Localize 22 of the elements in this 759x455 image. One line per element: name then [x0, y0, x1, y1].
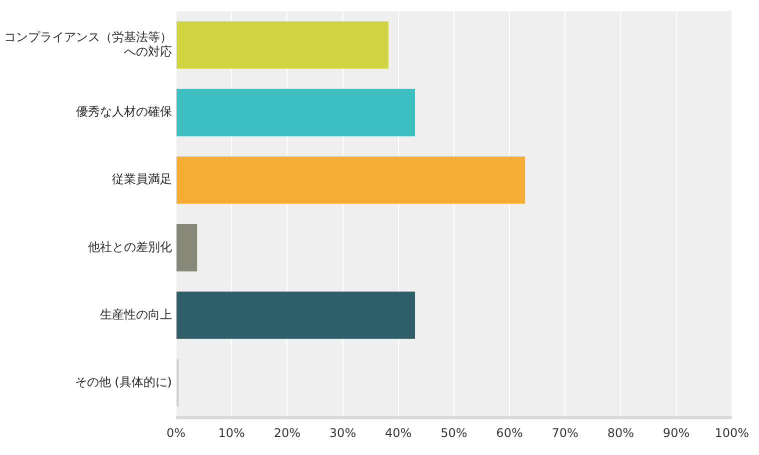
bar	[176, 156, 526, 204]
x-tick-label: 100%	[714, 426, 750, 440]
bar	[176, 224, 198, 272]
x-tick-label: 70%	[552, 426, 578, 440]
y-tick-label: 他社との差別化	[88, 240, 172, 254]
y-tick-label: 優秀な人材の確保	[76, 104, 172, 119]
x-tick-label: 80%	[607, 426, 634, 440]
x-tick-label: 30%	[329, 426, 356, 440]
x-tick-label: 10%	[218, 426, 245, 440]
x-tick-label: 50%	[440, 426, 468, 440]
x-tick-label: 0%	[166, 426, 186, 440]
bar	[176, 292, 416, 339]
y-tick-label: その他 (具体的に)	[74, 374, 172, 389]
y-tick-label: 従業員満足	[112, 172, 172, 186]
y-tick-label: コンプライアンス（労基法等）への対応	[4, 30, 172, 58]
x-tick-label: 90%	[662, 426, 690, 440]
x-tick-label: 60%	[496, 426, 523, 440]
x-tick-label: 20%	[274, 426, 301, 440]
x-tick-label: 40%	[385, 426, 412, 440]
y-tick-label: 生産性の向上	[100, 307, 172, 322]
bar	[176, 88, 416, 136]
bar	[176, 21, 388, 69]
